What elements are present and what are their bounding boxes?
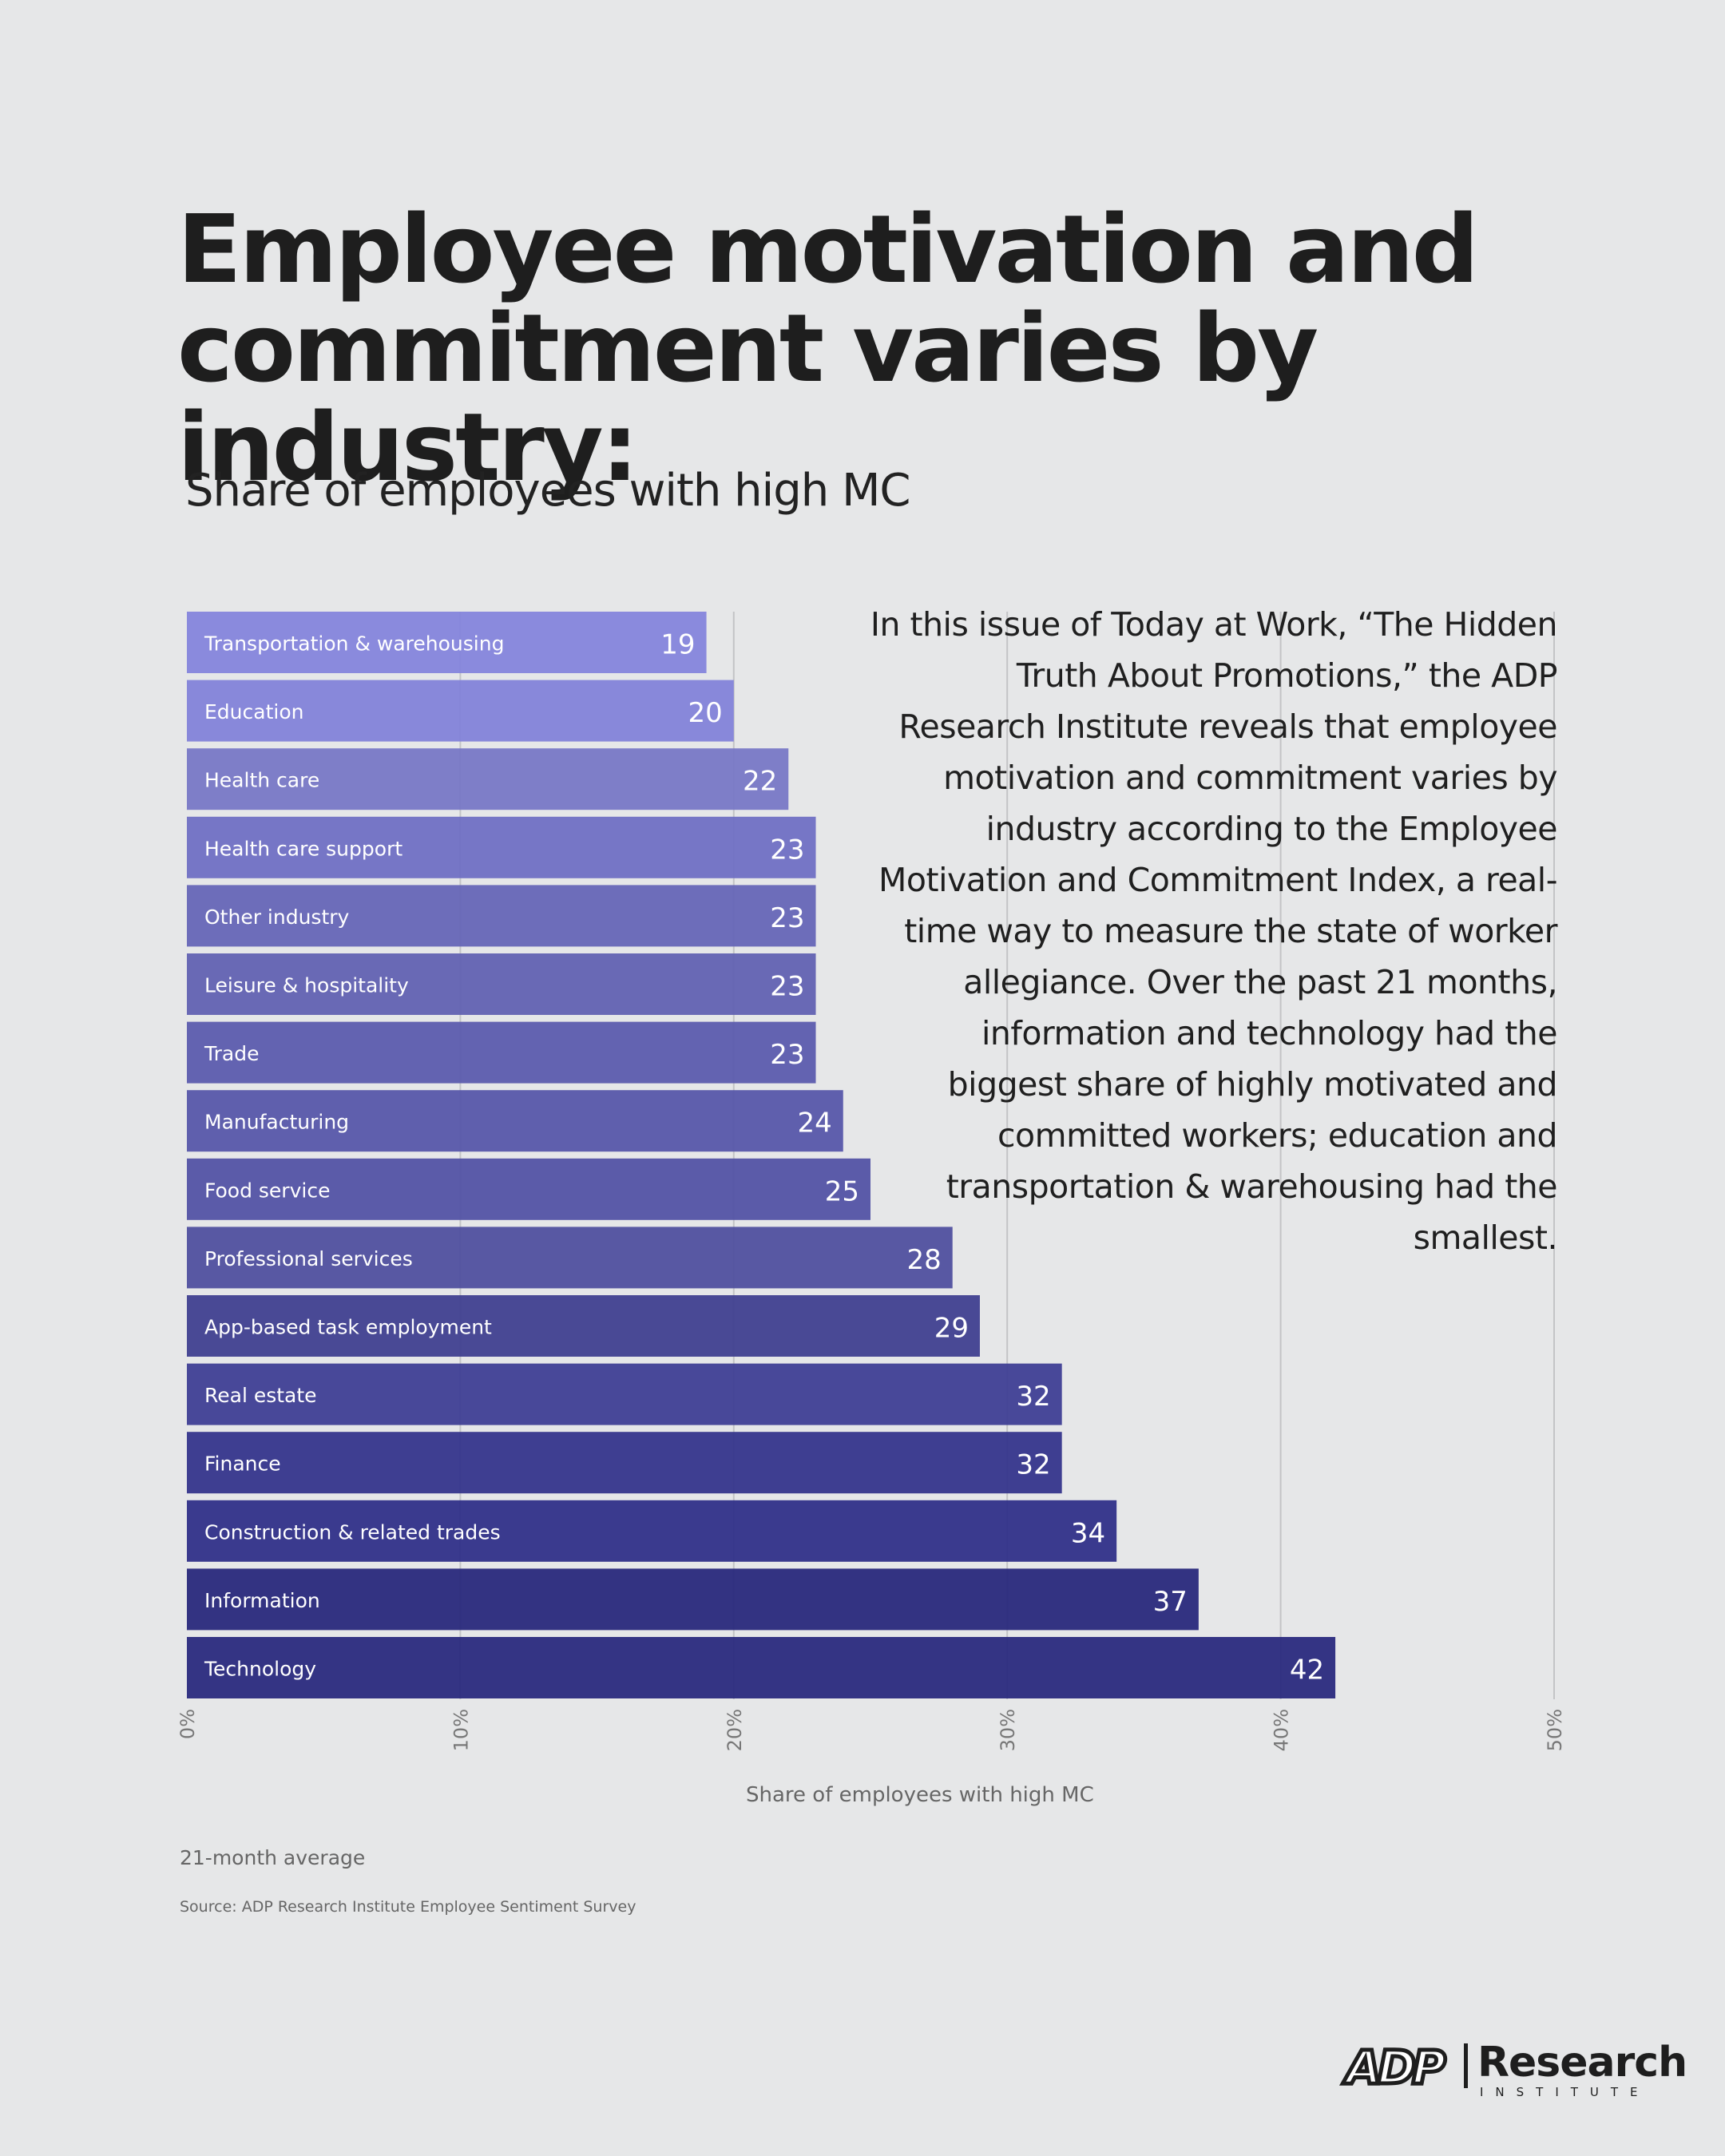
value-label: 28 <box>906 1244 941 1276</box>
value-label: 23 <box>770 971 804 1003</box>
category-label: Manufacturing <box>204 1111 349 1134</box>
logo-wordmark: Research <box>1477 2039 1687 2087</box>
x-tick-label: 10% <box>450 1709 472 1751</box>
title-line-1: Employee motivation and <box>177 194 1479 304</box>
value-label: 22 <box>743 766 777 798</box>
bar <box>187 1637 1336 1698</box>
category-label: Technology <box>204 1658 316 1681</box>
category-label: Finance <box>204 1453 281 1476</box>
value-label: 32 <box>1016 1449 1050 1481</box>
value-label: 20 <box>688 697 723 729</box>
bar <box>187 1295 980 1357</box>
bar <box>187 612 707 673</box>
value-label: 24 <box>797 1108 831 1139</box>
bar <box>187 816 816 878</box>
bar <box>187 885 816 947</box>
bar <box>187 1021 816 1084</box>
category-label: App-based task employment <box>204 1316 492 1339</box>
x-tick-label: 20% <box>724 1709 746 1751</box>
x-tick-label: 50% <box>1544 1709 1566 1751</box>
value-label: 23 <box>770 902 804 934</box>
bar <box>187 1363 1062 1425</box>
category-label: Health care support <box>204 837 402 860</box>
category-label: Food service <box>204 1179 330 1202</box>
category-label: Construction & related trades <box>204 1520 501 1544</box>
value-label: 23 <box>770 834 804 866</box>
bar <box>187 748 789 810</box>
value-label: 37 <box>1153 1586 1188 1618</box>
value-label: 42 <box>1290 1655 1324 1686</box>
category-label: Real estate <box>204 1384 317 1407</box>
x-axis-title: Share of employees with high MC <box>746 1783 1094 1807</box>
value-label: 29 <box>934 1313 969 1345</box>
category-label: Other industry <box>204 906 350 929</box>
x-tick-label: 30% <box>997 1709 1019 1751</box>
source-note: Source: ADP Research Institute Employee … <box>180 1898 636 1916</box>
page-title: Employee motivation and commitment varie… <box>177 200 1615 497</box>
category-label: Professional services <box>204 1247 413 1270</box>
description-text: In this issue of Today at Work, “The Hid… <box>870 605 1558 1257</box>
category-label: Transportation & warehousing <box>204 632 504 656</box>
adp-research-logo: ADP Research INSTITUTE <box>1344 2040 1688 2104</box>
bar <box>187 680 734 742</box>
x-tick-label: 0% <box>176 1709 199 1739</box>
bar <box>187 1158 870 1220</box>
bar <box>187 1090 843 1152</box>
x-tick-label: 40% <box>1271 1709 1293 1751</box>
bar <box>187 953 816 1015</box>
category-label: Education <box>204 700 303 723</box>
category-label: Health care <box>204 769 319 792</box>
title-line-2: commitment varies by industry: <box>177 293 1319 502</box>
logo-subtext: INSTITUTE <box>1480 2085 1650 2099</box>
category-label: Trade <box>204 1042 259 1065</box>
value-label: 25 <box>825 1175 859 1207</box>
bar <box>187 1568 1199 1631</box>
value-label: 34 <box>1071 1517 1105 1549</box>
bar <box>187 1227 953 1289</box>
value-label: 32 <box>1016 1381 1050 1413</box>
bar <box>187 1500 1117 1562</box>
value-label: 23 <box>770 1039 804 1071</box>
category-label: Information <box>204 1589 320 1612</box>
category-label: Leisure & hospitality <box>204 974 409 997</box>
x-axis-ticks: 0% 10% 20% 30% 40% 50% <box>176 1709 1566 1751</box>
chart-subtitle: Share of employees with high MC <box>185 465 910 517</box>
bars: Transportation & warehousing 19 Education 2… <box>187 612 1336 1698</box>
logo-divider <box>1464 2043 1468 2088</box>
bar <box>187 1432 1062 1494</box>
adp-logo-mark: ADP <box>1344 2040 1449 2095</box>
footnote: 21-month average <box>180 1846 366 1869</box>
value-label: 19 <box>660 629 695 661</box>
